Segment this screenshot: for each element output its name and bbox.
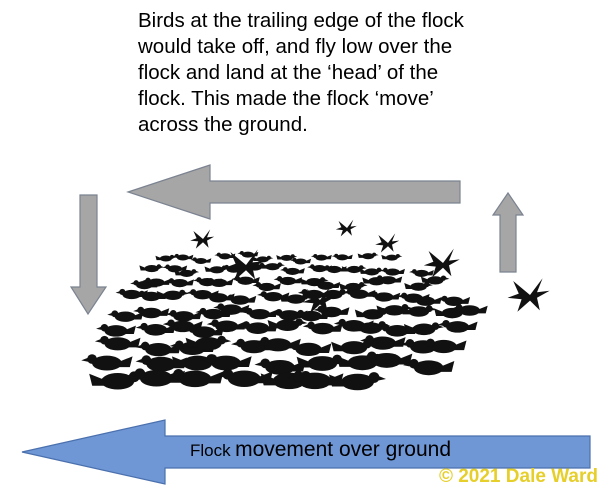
right-up-arrow <box>491 191 525 273</box>
bird-silhouette <box>409 269 434 277</box>
bird-silhouette <box>290 257 312 265</box>
bird-silhouette <box>165 310 202 322</box>
bird-silhouette <box>267 318 308 331</box>
bird-silhouette <box>296 354 348 371</box>
ground-arrow-label: Flock movement over ground <box>190 438 451 462</box>
flying-bird-silhouette <box>375 233 400 253</box>
bird-silhouette <box>373 275 403 285</box>
bird-silhouette <box>381 253 403 261</box>
bird-silhouette <box>185 335 232 351</box>
bird-silhouette <box>166 369 224 388</box>
bird-silhouette <box>155 254 177 262</box>
bird-silhouette <box>280 267 305 275</box>
flying-birds <box>190 219 550 314</box>
bird-silhouette <box>204 277 234 288</box>
flying-bird-silhouette <box>507 278 550 312</box>
bird-silhouette <box>172 253 194 261</box>
bird-silhouette <box>343 288 376 299</box>
bird-silhouette <box>409 295 442 306</box>
bird-silhouette <box>403 358 455 376</box>
bird-silhouette <box>311 280 341 290</box>
bird-silhouette <box>162 264 188 273</box>
bird-silhouette <box>174 269 200 277</box>
bird-silhouette <box>380 267 405 276</box>
bird-flock <box>81 250 488 391</box>
bird-silhouette <box>359 267 385 276</box>
flying-bird-silhouette <box>423 248 460 278</box>
bird-silhouette <box>96 323 136 337</box>
bird-silhouette <box>420 275 450 285</box>
caption-line-5: across the ground. <box>138 113 308 136</box>
caption-text: Birds at the trailing edge of the flock … <box>138 8 578 138</box>
bird-silhouette <box>135 341 182 357</box>
bird-silhouette <box>213 303 250 315</box>
bird-silhouette <box>190 257 212 265</box>
bird-silhouette <box>165 278 194 288</box>
flying-bird-silhouette <box>225 249 265 281</box>
left-down-arrow <box>69 194 108 316</box>
caption-line-2: would take off, and fly low over the <box>138 35 453 58</box>
caption-line-4: flock. This made the flock ‘move’ <box>138 87 434 110</box>
ground-movement-arrow <box>21 419 591 485</box>
bird-silhouette <box>139 264 165 273</box>
bird-silhouette <box>331 339 377 355</box>
ground-label-movement: movement over ground <box>235 438 452 461</box>
bird-silhouette <box>223 294 257 305</box>
top-left-arrow <box>126 164 461 220</box>
flying-bird-silhouette <box>190 229 215 249</box>
bird-silhouette <box>437 295 471 306</box>
flying-bird-silhouette <box>335 219 357 237</box>
caption-line-1: Birds at the trailing edge of the flock <box>138 9 464 32</box>
bird-silhouette <box>231 275 260 285</box>
bird-silhouette <box>81 354 133 371</box>
ground-label-flock: Flock <box>190 441 231 460</box>
bird-silhouette <box>252 282 281 292</box>
bird-silhouette <box>200 354 252 371</box>
bird-silhouette <box>361 351 413 368</box>
bird-silhouette <box>451 304 488 316</box>
bird-silhouette <box>241 307 278 320</box>
bird-silhouette <box>341 265 367 274</box>
bird-silhouette <box>329 372 386 391</box>
caption-line-3: flock and land at the ‘head’ of the <box>138 61 439 84</box>
bird-silhouette <box>260 262 285 271</box>
bird-silhouette <box>420 338 467 354</box>
bird-silhouette <box>276 254 298 261</box>
bird-silhouette <box>94 335 141 351</box>
bird-silhouette <box>357 252 379 260</box>
bird-silhouette <box>400 305 437 317</box>
bird-silhouette <box>107 310 144 322</box>
bird-silhouette <box>273 276 303 286</box>
bird-silhouette <box>156 289 190 300</box>
bird-silhouette <box>403 322 444 336</box>
bird-silhouette <box>321 265 347 274</box>
bird-silhouette <box>437 319 478 333</box>
bird-silhouette <box>285 341 332 356</box>
bird-silhouette <box>310 253 332 261</box>
bird-silhouette <box>184 325 224 338</box>
copyright-notice: © 2021 Dale Ward <box>438 466 598 487</box>
bird-silhouette <box>331 253 353 261</box>
flying-bird-silhouette <box>302 286 336 314</box>
bird-silhouette <box>367 291 401 302</box>
bird-silhouette <box>404 281 433 291</box>
